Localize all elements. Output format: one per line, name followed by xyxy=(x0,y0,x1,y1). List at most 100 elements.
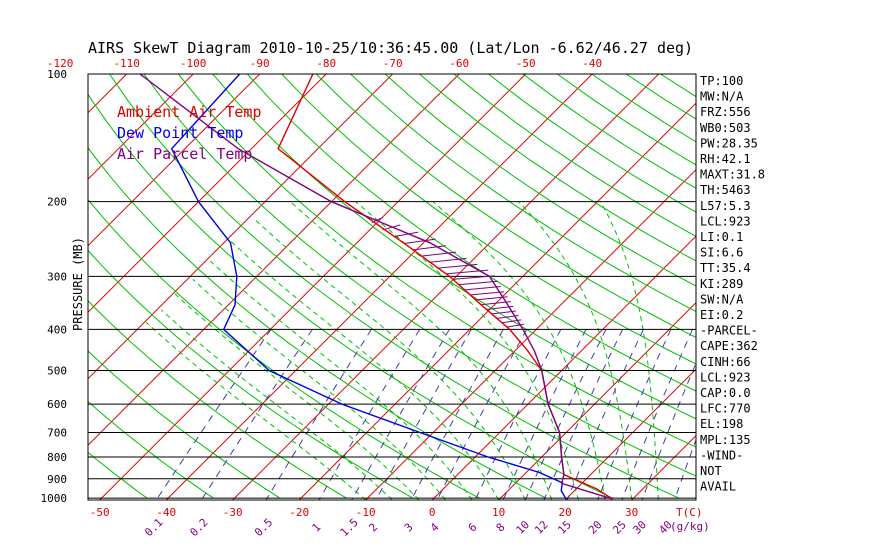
index-entry: -WIND- xyxy=(700,448,743,462)
isotherm-line xyxy=(564,368,696,500)
dry-adiabat-line xyxy=(281,74,696,365)
pressure-label: 100 xyxy=(47,68,67,81)
cape-hatch-line xyxy=(475,296,508,301)
mixing-ratio-line xyxy=(351,329,450,500)
top-axis-tick-label: -120 xyxy=(47,57,74,70)
dry-adiabat-line xyxy=(88,400,214,499)
index-entry: PW:28.35 xyxy=(700,136,758,150)
bottom-axis-tick-label: 10 xyxy=(492,506,505,519)
index-entry: AVAIL xyxy=(700,480,736,494)
index-entry: L57:5.3 xyxy=(700,199,751,213)
mixing-ratio-label: 30 xyxy=(630,518,649,537)
plot-frame xyxy=(87,73,697,501)
cape-hatch-line xyxy=(457,280,498,286)
mixing-ratio-label: 0.2 xyxy=(187,516,210,539)
moist-adiabat-line xyxy=(355,201,579,500)
cape-hatch-line xyxy=(506,323,525,328)
moist-adiabat-line xyxy=(254,218,526,500)
legend-entry: Ambient Air Temp xyxy=(117,103,262,121)
pressure-label: 400 xyxy=(47,323,67,336)
mixing-ratio-label: 1.5 xyxy=(338,516,361,539)
pressure-label: 300 xyxy=(47,270,67,283)
parcel-temp-line xyxy=(139,74,613,500)
mixing-ratio-line xyxy=(474,329,562,500)
pressure-label: 1000 xyxy=(41,492,68,505)
dry-adiabat-line xyxy=(88,300,347,499)
isotherm-line xyxy=(99,74,527,500)
pressure-axis: 100 200 300 400 500 600 700 800 900 1000 xyxy=(41,68,68,505)
cape-hatch-line xyxy=(420,251,457,257)
bottom-axis-tick-label: 0 xyxy=(429,506,436,519)
pressure-label: 200 xyxy=(47,196,67,209)
index-entry: FRZ:556 xyxy=(700,105,751,119)
dry-adiabat-line xyxy=(88,93,613,499)
index-entry: TT:35.4 xyxy=(700,261,751,275)
cape-hatch-line xyxy=(469,291,505,296)
dry-adiabat-line xyxy=(384,74,696,287)
chart-title: AIRS SkewT Diagram 2010-10-25/10:36:45.0… xyxy=(88,39,693,57)
pressure-label: 500 xyxy=(47,364,67,377)
mixing-ratio-label: 25 xyxy=(610,518,629,537)
dry-adiabat-line xyxy=(88,198,480,499)
top-axis-tick-label: -100 xyxy=(180,57,207,70)
bottom-axis-tick-label: 20 xyxy=(559,506,572,519)
dry-adiabat-line xyxy=(798,74,870,498)
index-entry: CAP:0.0 xyxy=(700,386,751,400)
dry-adiabat-line xyxy=(350,74,696,313)
index-entry: TH:5463 xyxy=(700,183,751,197)
legend-entry: Dew Point Temp xyxy=(117,124,243,142)
isotherm-line xyxy=(498,301,696,500)
cape-hatch-line xyxy=(428,257,467,263)
mixing-ratio-label: 0.1 xyxy=(142,516,165,539)
dry-adiabat-line xyxy=(246,74,696,392)
cape-hatching xyxy=(371,217,525,328)
bottom-axis-tick-label: -50 xyxy=(90,506,110,519)
moist-adiabat-line xyxy=(145,321,367,500)
y-axis-label: PRESSURE (MB) xyxy=(71,237,85,331)
isobar-lines xyxy=(88,73,696,499)
moist-adiabat-line xyxy=(192,279,446,500)
cape-hatch-line xyxy=(463,286,501,291)
index-entry: LFC:770 xyxy=(700,402,751,416)
isotherm-line xyxy=(365,168,696,500)
mixing-ratio-line xyxy=(155,329,272,500)
cape-hatch-line xyxy=(445,269,489,275)
dry-adiabat-line xyxy=(315,74,696,339)
cape-hatch-line xyxy=(404,238,436,245)
isotherm-line xyxy=(88,74,261,247)
index-entry: EI:0.2 xyxy=(700,308,743,322)
chart-grid xyxy=(88,74,870,500)
dry-adiabat-line xyxy=(88,350,281,499)
bottom-axis: -50 -40 -30 -20 -10 0 10 20 30 T(C) xyxy=(90,506,703,519)
index-entry: CAPE:362 xyxy=(700,339,758,353)
top-axis-tick-label: -80 xyxy=(316,57,336,70)
index-entry: MW:N/A xyxy=(700,90,744,104)
index-entry: MPL:135 xyxy=(700,433,751,447)
top-axis-tick-label: -110 xyxy=(113,57,140,70)
mixing-ratio-label: 20 xyxy=(586,518,605,537)
mixing-ratio-line xyxy=(201,329,313,500)
mixing-ratio-line xyxy=(410,329,504,500)
cape-hatch-line xyxy=(393,231,419,238)
isotherm-line xyxy=(88,74,327,313)
dry-adiabat-line xyxy=(764,74,870,498)
mixing-ratio-line xyxy=(597,329,672,500)
pressure-label: 600 xyxy=(47,398,67,411)
mixing-ratio-line xyxy=(674,438,696,500)
isotherm-line xyxy=(298,102,696,500)
index-entry: WB0:503 xyxy=(700,121,751,135)
index-entry: MAXT:31.8 xyxy=(700,168,765,182)
bottom-axis-tick-label: 30 xyxy=(625,506,638,519)
dewpoint-temp-line xyxy=(170,74,567,500)
mixing-ratio-line xyxy=(265,329,372,500)
pressure-label: 800 xyxy=(47,451,67,464)
top-axis-tick-label: -50 xyxy=(516,57,536,70)
moist-adiabat-line xyxy=(209,260,473,500)
mixing-ratio-line xyxy=(318,329,421,500)
moist-adiabat-line xyxy=(174,293,420,500)
index-entry: LI:0.1 xyxy=(700,230,743,244)
index-entry: LCL:923 xyxy=(700,214,751,228)
top-axis-tick-label: -40 xyxy=(582,57,602,70)
isotherm-line xyxy=(88,74,394,380)
